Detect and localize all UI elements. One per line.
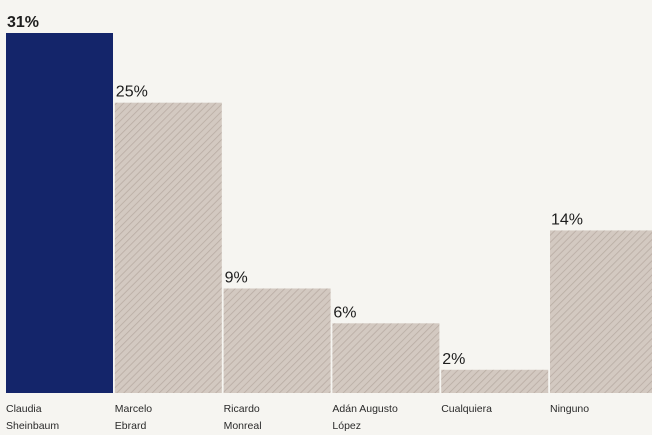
bar-3	[223, 288, 331, 393]
bar-value-label-5: 2%	[442, 351, 465, 368]
bar-value-label-2: 25%	[116, 84, 148, 101]
category-label-5: Cualquiera	[441, 403, 492, 415]
bar-value-label-6: 14%	[551, 211, 583, 228]
bar-value-label-1: 31%	[7, 14, 39, 31]
bar-1	[6, 33, 113, 393]
bar-4	[332, 323, 440, 393]
category-label-4: Adán Augusto López	[332, 403, 398, 432]
bar-value-label-3: 9%	[225, 269, 248, 286]
bar-5	[441, 369, 549, 393]
category-label-1: Claudia Sheinbaum	[6, 403, 59, 432]
bar-2	[114, 102, 222, 393]
category-label-6: Ninguno	[550, 403, 589, 415]
category-label-3: Ricardo Monreal	[224, 403, 262, 432]
bar-value-label-4: 6%	[333, 304, 356, 321]
category-label-2: Marcelo Ebrard	[115, 403, 153, 432]
bar-6	[550, 230, 652, 393]
